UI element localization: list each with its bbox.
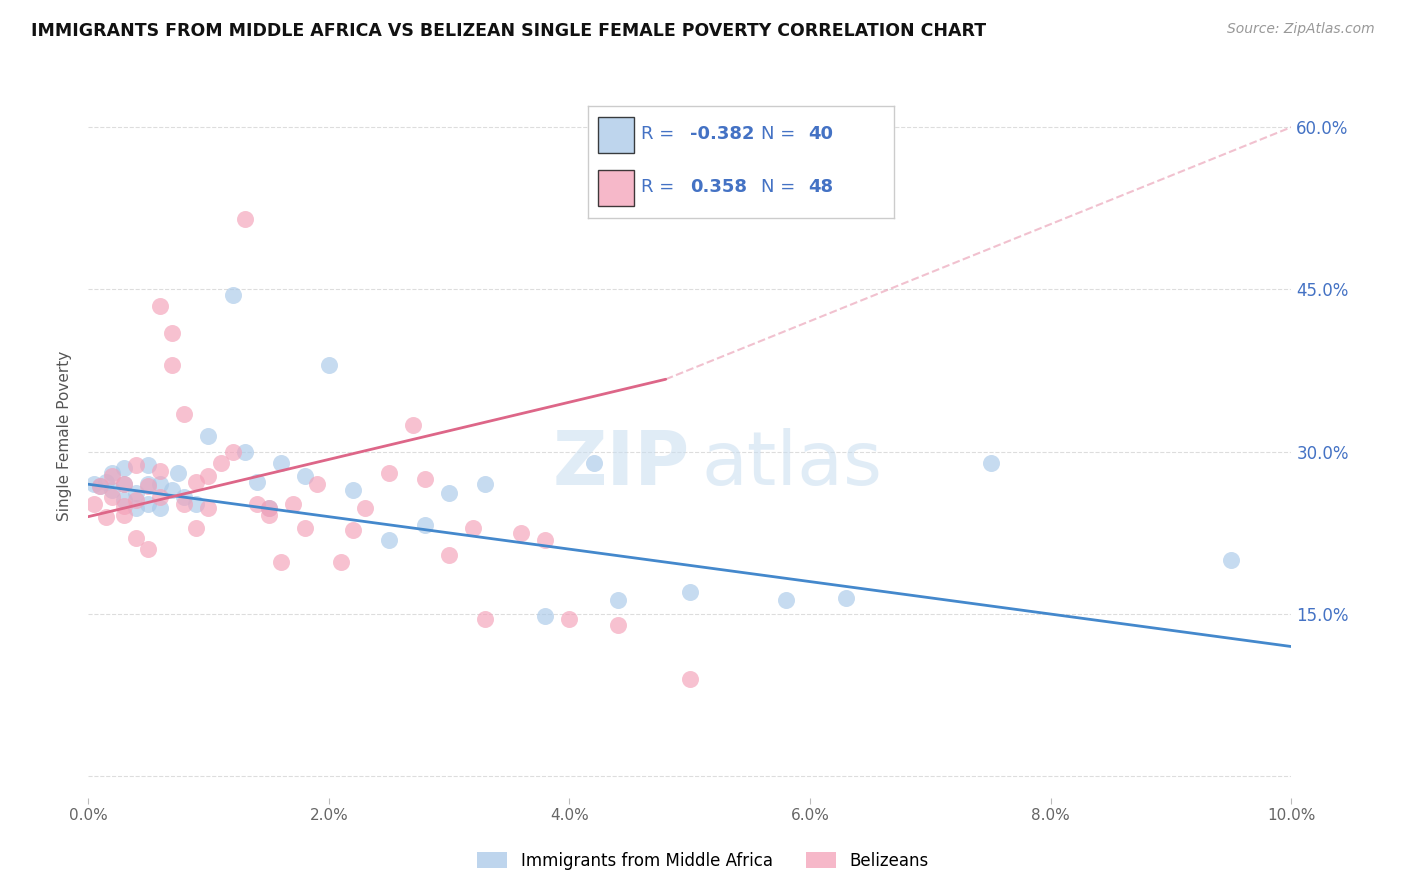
Point [125, 458, 148, 472]
Text: atlas: atlas [702, 428, 883, 501]
Point [197, 501, 219, 516]
Point [136, 479, 159, 493]
Point [83, 497, 105, 511]
Point [270, 555, 292, 569]
Point [558, 613, 581, 627]
Point [281, 497, 304, 511]
Point [112, 493, 135, 508]
Point [294, 468, 316, 483]
Point [606, 618, 628, 632]
Point [270, 456, 292, 470]
Point [221, 444, 243, 458]
Point [125, 532, 148, 546]
Point [413, 518, 436, 533]
Point [83, 477, 105, 491]
Point [162, 483, 184, 497]
Point [305, 477, 328, 491]
Point [96, 475, 118, 489]
Point [413, 472, 436, 486]
Point [775, 593, 797, 607]
Point [173, 497, 195, 511]
Point [96, 509, 118, 524]
Point [89, 479, 111, 493]
Point [101, 468, 124, 483]
Point [162, 326, 184, 340]
Point [167, 467, 190, 481]
Point [246, 497, 269, 511]
Point [510, 525, 533, 540]
Point [101, 483, 124, 497]
Point [112, 499, 135, 513]
Legend: Immigrants from Middle Africa, Belizeans: Immigrants from Middle Africa, Belizeans [471, 846, 935, 877]
Point [101, 490, 124, 504]
Point [835, 591, 858, 605]
Point [112, 508, 135, 522]
Point [257, 501, 280, 516]
Point [402, 417, 425, 432]
Point [173, 407, 195, 421]
Point [294, 520, 316, 534]
Point [257, 501, 280, 516]
Text: IMMIGRANTS FROM MIDDLE AFRICA VS BELIZEAN SINGLE FEMALE POVERTY CORRELATION CHAR: IMMIGRANTS FROM MIDDLE AFRICA VS BELIZEA… [31, 22, 986, 40]
Point [101, 467, 124, 481]
Point [209, 456, 232, 470]
Point [354, 501, 377, 516]
Y-axis label: Single Female Poverty: Single Female Poverty [58, 351, 72, 521]
Point [89, 479, 111, 493]
Point [378, 467, 401, 481]
Point [173, 490, 195, 504]
Point [342, 483, 364, 497]
Point [149, 477, 172, 491]
Point [125, 493, 148, 508]
Point [474, 613, 496, 627]
Point [1220, 553, 1243, 567]
Point [136, 477, 159, 491]
Point [606, 593, 628, 607]
Point [136, 458, 159, 472]
Point [149, 490, 172, 504]
Point [125, 486, 148, 500]
Point [186, 497, 208, 511]
Point [233, 444, 256, 458]
Point [679, 672, 702, 686]
Point [980, 456, 1002, 470]
Point [162, 358, 184, 372]
Point [246, 475, 269, 489]
Point [582, 456, 605, 470]
Point [186, 520, 208, 534]
Point [197, 468, 219, 483]
Point [329, 555, 352, 569]
Point [112, 477, 135, 491]
Point [257, 508, 280, 522]
Point [186, 475, 208, 489]
Point [221, 288, 243, 302]
Point [136, 497, 159, 511]
Point [318, 358, 340, 372]
Point [679, 585, 702, 599]
Point [534, 609, 557, 624]
Point [378, 533, 401, 548]
Text: ZIP: ZIP [553, 428, 690, 501]
Point [437, 486, 460, 500]
Text: Source: ZipAtlas.com: Source: ZipAtlas.com [1227, 22, 1375, 37]
Point [112, 477, 135, 491]
Point [149, 501, 172, 516]
Point [534, 533, 557, 548]
Point [112, 461, 135, 475]
Point [437, 548, 460, 562]
Point [474, 477, 496, 491]
Point [125, 501, 148, 516]
Point [149, 299, 172, 313]
Point [136, 542, 159, 557]
Point [149, 464, 172, 478]
Point [463, 520, 485, 534]
Point [197, 428, 219, 442]
Point [233, 212, 256, 227]
Point [342, 523, 364, 537]
